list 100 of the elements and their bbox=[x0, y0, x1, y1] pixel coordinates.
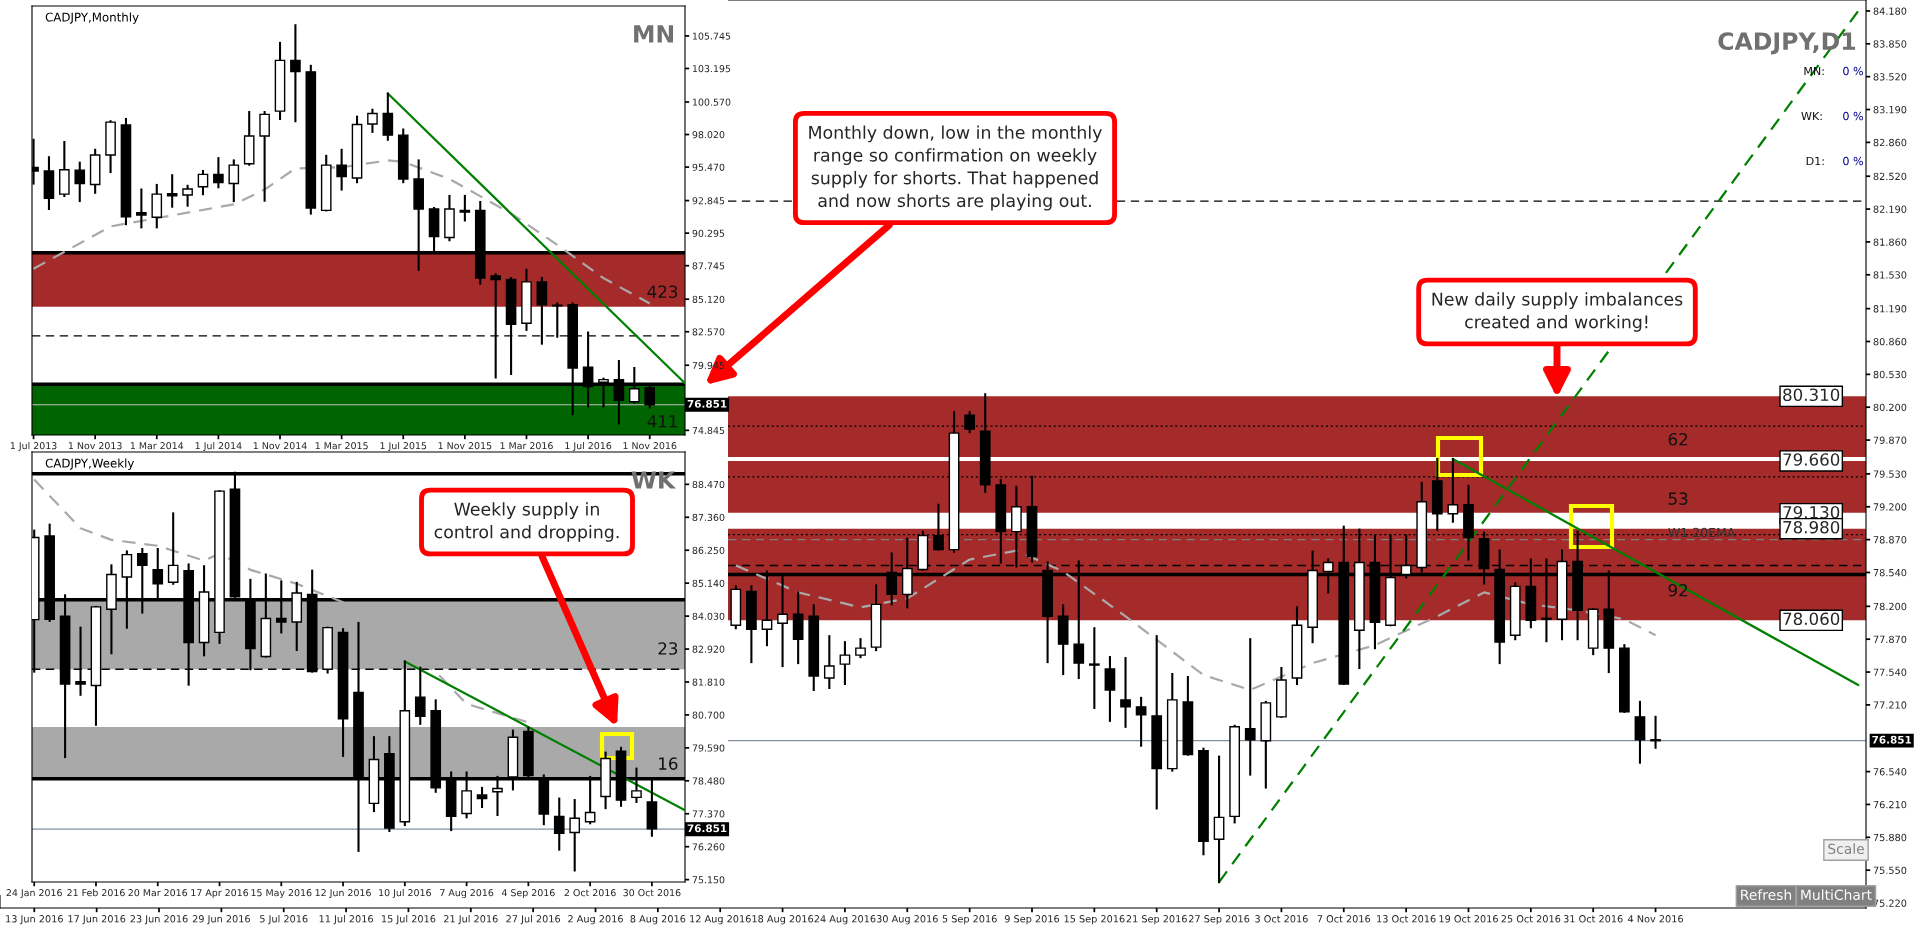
x-tick-label: 30 Oct 2016 bbox=[623, 889, 681, 897]
y-tick-label: 88.470 bbox=[692, 480, 725, 489]
x-tick-label: 21 Feb 2016 bbox=[67, 888, 125, 897]
x-tick-label: 13 Jun 2016 bbox=[6, 915, 63, 925]
y-tick-label: 82.860 bbox=[1873, 138, 1907, 147]
y-tick-label: 84.030 bbox=[692, 612, 725, 620]
y-tick-label: 81.810 bbox=[692, 678, 725, 686]
x-tick-label: 1 Nov 2014 bbox=[253, 442, 307, 450]
x-tick-label: 15 May 2016 bbox=[251, 889, 312, 899]
x-tick-label: 10 Jul 2016 bbox=[379, 888, 431, 899]
y-tick-label: 79.590 bbox=[692, 744, 725, 752]
y-tick-label: 77.370 bbox=[692, 810, 725, 818]
y-tick-label: 78.870 bbox=[1873, 536, 1907, 544]
x-tick-label: 3 Oct 2016 bbox=[1255, 915, 1308, 923]
y-tick-label: 80.530 bbox=[1873, 370, 1907, 379]
y-tick-label: 77.870 bbox=[1873, 635, 1907, 644]
y-tick-label: 95.470 bbox=[692, 163, 725, 171]
y-tick-label: 82.190 bbox=[1873, 205, 1907, 213]
y-tick-label: 76.210 bbox=[1873, 800, 1907, 809]
y-tick-label: 86.250 bbox=[692, 546, 725, 554]
y-tick-label: 78.480 bbox=[692, 777, 725, 785]
annotation: Monthly down, low in the monthly range so confirmation on weekly supply for shorts. That happened and now shorts are playing out. bbox=[809, 125, 1102, 211]
x-tick-label: 25 Oct 2016 bbox=[1501, 915, 1561, 923]
annotation: 0 % bbox=[1843, 66, 1863, 76]
x-tick-label: 1 Mar 2015 bbox=[315, 442, 368, 450]
x-tick-label: 21 Jul 2016 bbox=[443, 914, 498, 925]
y-tick-label: 78.540 bbox=[1873, 568, 1907, 577]
x-tick-label: 5 Sep 2016 bbox=[942, 915, 997, 925]
x-tick-label: 11 Jul 2016 bbox=[319, 914, 373, 925]
x-tick-label: 24 Jan 2016 bbox=[6, 889, 62, 899]
x-tick-label: 15 Jul 2016 bbox=[381, 914, 436, 925]
y-tick-label: 80.860 bbox=[1873, 337, 1907, 346]
y-tick-label: 87.360 bbox=[692, 513, 725, 522]
y-tick-label: 75.150 bbox=[692, 876, 725, 884]
x-tick-label: 19 Oct 2016 bbox=[1439, 915, 1498, 923]
band-label: 23 bbox=[658, 642, 678, 655]
y-tick-label: 75.880 bbox=[1873, 833, 1907, 842]
y-tick-label: 76.260 bbox=[692, 843, 725, 851]
x-tick-label: 29 Jun 2016 bbox=[192, 915, 250, 925]
annotation: MultiChart bbox=[1801, 889, 1872, 901]
y-tick-label: 83.850 bbox=[1873, 40, 1907, 48]
y-tick-label: 90.295 bbox=[692, 229, 725, 237]
y-tick-label: 78.200 bbox=[1873, 602, 1907, 611]
y-tick-label: 81.190 bbox=[1873, 305, 1907, 313]
ref-line-label: 76.851 bbox=[687, 399, 727, 408]
y-tick-label: 74.845 bbox=[692, 426, 725, 435]
y-tick-label: 79.870 bbox=[1873, 436, 1907, 444]
y-tick-label: 87.745 bbox=[692, 262, 725, 270]
x-tick-label: 17 Apr 2016 bbox=[191, 889, 249, 899]
ref-line-label: 76.851 bbox=[687, 824, 727, 833]
y-tick-label: 75.550 bbox=[1873, 866, 1907, 874]
x-tick-label: 2 Oct 2016 bbox=[564, 889, 616, 897]
band-label: 423 bbox=[647, 285, 678, 299]
x-tick-label: 24 Aug 2016 bbox=[814, 915, 876, 925]
annotation: Weekly supply in control and dropping. bbox=[434, 502, 619, 542]
band-label: 411 bbox=[647, 415, 677, 428]
y-tick-label: 76.540 bbox=[1873, 768, 1907, 776]
x-tick-label: 21 Sep 2016 bbox=[1126, 915, 1187, 925]
annotation: 79.660 bbox=[1783, 453, 1840, 466]
x-tick-label: 1 Jul 2015 bbox=[380, 441, 427, 452]
y-tick-label: 77.540 bbox=[1873, 668, 1907, 676]
y-tick-label: 77.210 bbox=[1873, 701, 1907, 709]
y-tick-label: 105.745 bbox=[692, 32, 731, 40]
y-tick-label: 82.570 bbox=[692, 328, 725, 336]
x-tick-label: 4 Nov 2016 bbox=[1627, 915, 1683, 923]
y-tick-label: 85.140 bbox=[692, 579, 725, 587]
annotation: WK: bbox=[1801, 111, 1822, 121]
x-tick-label: 27 Sep 2016 bbox=[1188, 915, 1250, 925]
band-label: 16 bbox=[659, 757, 678, 770]
x-tick-label: 13 Oct 2016 bbox=[1377, 915, 1436, 923]
band-label: 92 bbox=[1668, 583, 1688, 597]
annotation: 0 % bbox=[1843, 156, 1863, 166]
y-tick-label: 80.700 bbox=[692, 711, 725, 719]
y-tick-label: 98.020 bbox=[692, 131, 725, 139]
x-tick-label: 18 Aug 2016 bbox=[752, 915, 814, 925]
x-tick-label: 1 Mar 2016 bbox=[500, 442, 553, 450]
x-tick-label: 31 Oct 2016 bbox=[1563, 915, 1623, 923]
band-label: 62 bbox=[1668, 432, 1688, 446]
annotation: 78.060 bbox=[1783, 612, 1840, 626]
y-tick-label: 83.190 bbox=[1873, 106, 1907, 114]
x-tick-label: 4 Sep 2016 bbox=[501, 889, 555, 899]
y-tick-label: 84.180 bbox=[1873, 7, 1907, 15]
y-tick-label: 103.195 bbox=[692, 65, 731, 73]
annotation: 0 % bbox=[1843, 111, 1863, 121]
y-tick-label: 79.530 bbox=[1873, 470, 1907, 478]
text: CADJPY,D1 bbox=[1718, 32, 1856, 55]
x-tick-label: 12 Jun 2016 bbox=[315, 889, 371, 899]
ref-line-label: 76.851 bbox=[1872, 735, 1912, 744]
x-tick-label: 1 Nov 2016 bbox=[623, 442, 677, 450]
x-tick-label: 2 Aug 2016 bbox=[568, 915, 623, 925]
text: MN bbox=[634, 25, 674, 43]
annotation: 80.310 bbox=[1783, 388, 1840, 402]
y-tick-label: 80.200 bbox=[1873, 403, 1907, 412]
text: WK bbox=[631, 471, 676, 489]
text: CADJPY,Monthly bbox=[45, 12, 139, 24]
x-tick-label: 1 Nov 2013 bbox=[68, 442, 122, 450]
x-tick-label: 1 Mar 2014 bbox=[130, 442, 184, 450]
x-tick-label: 7 Oct 2016 bbox=[1317, 915, 1371, 923]
x-tick-label: 1 Jul 2016 bbox=[565, 441, 612, 452]
x-tick-label: 1 Jul 2013 bbox=[10, 441, 57, 452]
